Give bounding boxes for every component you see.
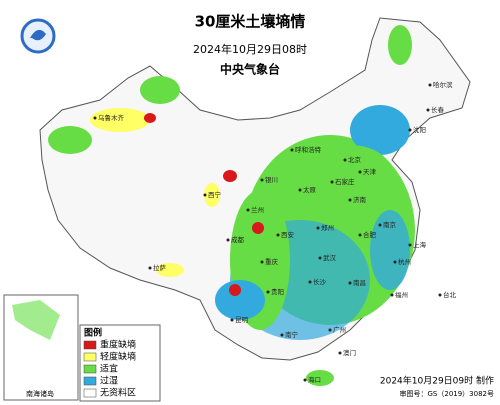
place-dot: [438, 293, 442, 297]
legend-label: 无资料区: [100, 387, 136, 399]
place-dot: [393, 260, 397, 264]
moisture-patches: [48, 25, 415, 386]
footer-made: 2024年10月29日09时 制作: [380, 375, 494, 387]
place-label: 天津: [363, 168, 377, 176]
place-label: 石家庄: [335, 177, 355, 186]
inset-frame: [3, 294, 79, 401]
place-label: 银川: [265, 175, 278, 184]
place-label: 合肥: [363, 230, 377, 239]
place-dot: [298, 188, 302, 192]
title: 30厘米土壤墒情: [195, 13, 306, 31]
place-dot: [316, 226, 320, 230]
place-dot: [308, 280, 312, 284]
legend-swatch: [83, 388, 97, 398]
place-label: 南京: [383, 220, 397, 229]
place-label: 武汉: [323, 253, 337, 262]
place-dot: [358, 170, 362, 174]
place-dot: [330, 180, 334, 184]
place-dot: [303, 378, 307, 382]
place-dot: [93, 116, 97, 120]
place-dot: [290, 148, 294, 152]
logo: [20, 18, 56, 54]
place-dot: [378, 223, 382, 227]
place-dot: [358, 233, 362, 237]
place-label: 太原: [303, 185, 317, 194]
place-label: 西安: [281, 230, 295, 239]
place-label: 呼和浩特: [295, 145, 322, 154]
place-dot: [260, 178, 264, 182]
place-label: 广州: [333, 325, 346, 334]
place-label: 成都: [231, 235, 245, 244]
place-label: 南昌: [353, 278, 366, 287]
place-label: 拉萨: [153, 263, 167, 272]
legend-label: 适宜: [100, 363, 118, 375]
place-dot: [390, 293, 394, 297]
place-label: 哈尔滨: [433, 80, 453, 89]
legend-label: 过湿: [100, 375, 118, 387]
place-dot: [280, 333, 284, 337]
place-dot: [408, 128, 412, 132]
place-label: 澳门: [343, 348, 356, 357]
place-label: 乌鲁木齐: [98, 113, 125, 122]
place-label: 西宁: [208, 190, 222, 199]
legend-swatch: [83, 364, 97, 374]
legend-swatch: [83, 376, 97, 386]
place-dot: [408, 243, 412, 247]
place-label: 济南: [353, 195, 367, 204]
place-dot: [348, 198, 352, 202]
place-dot: [266, 290, 270, 294]
place-dot: [260, 260, 264, 264]
legend-label: 轻度缺墒: [100, 351, 136, 363]
legend-label: 重度缺墒: [100, 339, 136, 351]
place-dot: [348, 281, 352, 285]
place-dot: [203, 193, 207, 197]
place-label: 北京: [348, 155, 362, 164]
inset-label: 南海诸岛: [26, 389, 54, 398]
place-label: 福州: [395, 290, 408, 299]
place-label: 昆明: [235, 316, 249, 324]
legend-box: [79, 324, 161, 402]
place-dot: [246, 208, 250, 212]
place-dot: [276, 233, 280, 237]
footer-approval: 审图号：GS（2019）3082号: [400, 389, 495, 398]
place-label: 郑州: [321, 224, 334, 232]
place-dot: [343, 158, 347, 162]
place-label: 长沙: [313, 277, 327, 286]
legend-title: 图例: [84, 327, 102, 339]
place-dot: [328, 328, 332, 332]
place-dot: [428, 83, 432, 87]
place-label: 贵阳: [271, 287, 284, 296]
legend-swatch: [83, 352, 97, 362]
place-label: 上海: [413, 240, 427, 249]
place-label: 海口: [308, 375, 321, 384]
place-dot: [426, 108, 430, 112]
place-label: 台北: [443, 290, 457, 299]
place-label: 南宁: [285, 330, 299, 339]
legend-swatch: [83, 340, 97, 350]
agency: 中央气象台: [220, 62, 280, 77]
place-label: 杭州: [398, 257, 411, 266]
place-label: 重庆: [265, 257, 279, 266]
place-label: 沈阳: [413, 125, 426, 134]
place-dot: [148, 266, 152, 270]
place-dot: [338, 351, 342, 355]
place-label: 兰州: [251, 205, 264, 214]
place-dot: [226, 238, 230, 242]
place-dot: [318, 256, 322, 260]
place-dot: [230, 318, 234, 322]
issue-time: 2024年10月29日08时: [193, 42, 307, 56]
place-label: 长春: [431, 105, 445, 114]
